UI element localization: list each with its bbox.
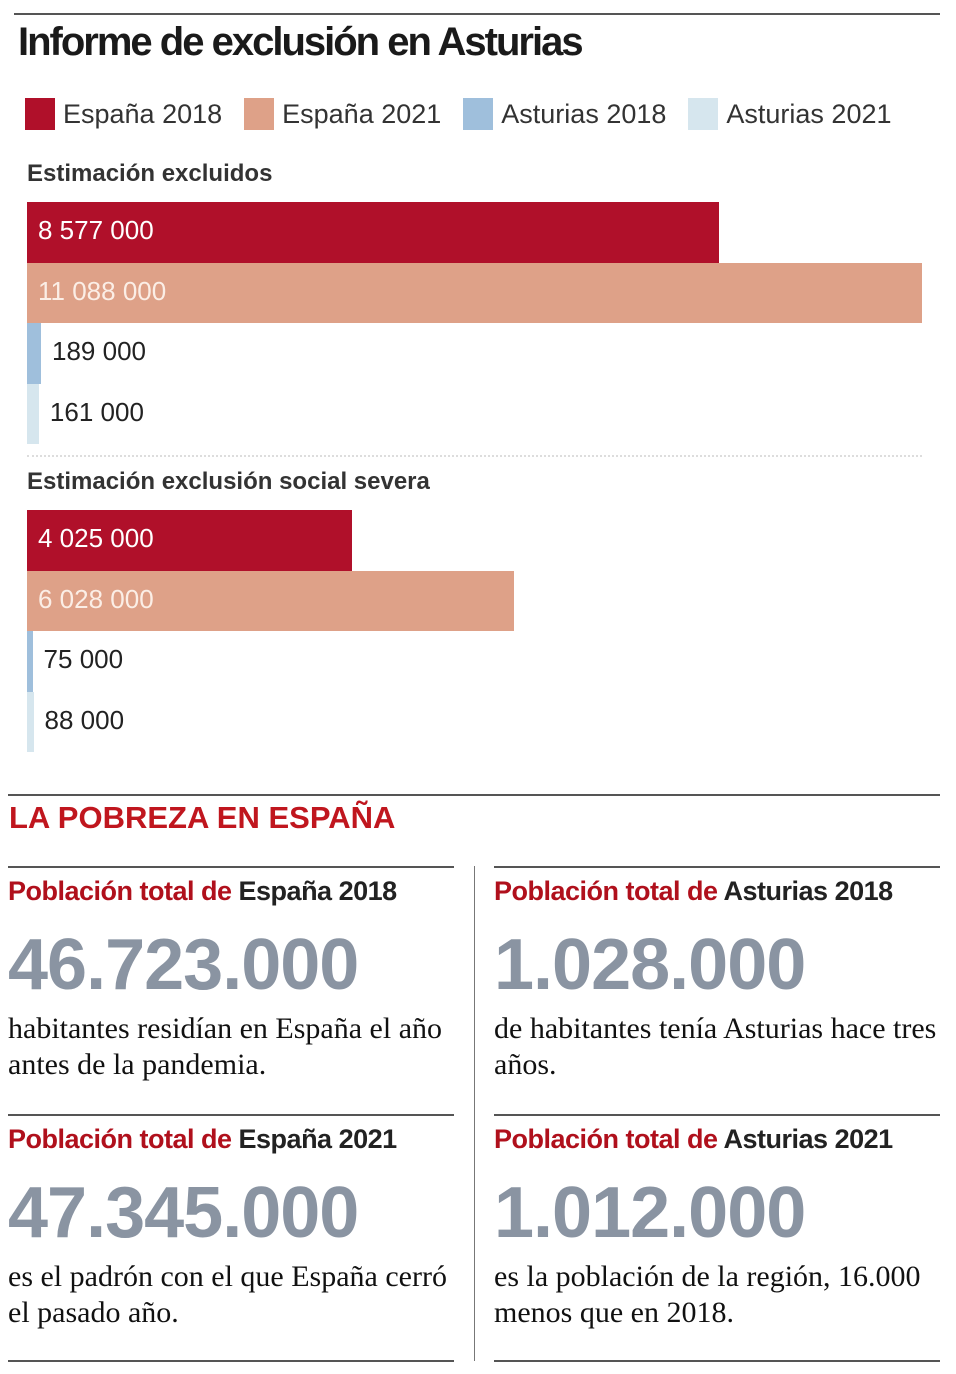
top-rule <box>14 13 940 15</box>
card-heading-subject: Asturias 2021 <box>723 1124 894 1154</box>
card-value: 47.345.000 <box>8 1173 359 1253</box>
bar-value-label: 88 000 <box>44 704 125 735</box>
card-description: es la población de la región, 16.000 men… <box>494 1260 921 1329</box>
bar <box>27 691 34 752</box>
card-value: 1.012.000 <box>494 1173 806 1253</box>
section-rule <box>8 794 940 796</box>
card-heading: Población total de España 2018 <box>8 876 454 907</box>
legend-label: Asturias 2018 <box>501 98 667 129</box>
stat-card: Población total de España 2018 46.723.00… <box>8 866 454 1083</box>
bar <box>27 262 922 323</box>
bar-value-label: 8 577 000 <box>38 215 154 245</box>
legend: España 2018 España 2021 Asturias 2018 As… <box>25 98 892 130</box>
card-description: de habitantes tenía Asturias hace tres a… <box>494 1012 937 1081</box>
legend-item: Asturias 2018 <box>463 98 666 130</box>
bar-value-label: 11 088 000 <box>38 275 167 306</box>
bar-value-label: 6 028 000 <box>38 583 154 614</box>
card-heading-prefix: Población total de <box>8 876 239 906</box>
legend-item: España 2018 <box>25 98 222 130</box>
bar <box>27 202 720 263</box>
stat-card: Población total de España 2021 47.345.00… <box>8 1114 454 1331</box>
bar <box>27 510 352 571</box>
card-heading: Población total de Asturias 2018 <box>494 876 940 907</box>
group-title: Estimación exclusión social severa <box>27 468 430 495</box>
bar-chart: Estimación excluidos 8 577 000 11 088 000 1… <box>27 160 922 752</box>
bottom-rule <box>494 1360 940 1362</box>
card-rule <box>494 1114 940 1116</box>
legend-item: España 2021 <box>244 98 441 130</box>
legend-swatch <box>463 98 494 130</box>
bar <box>27 323 41 384</box>
card-heading-prefix: Población total de <box>494 876 724 906</box>
legend-swatch <box>688 98 719 130</box>
section-title: LA POBREZA EN ESPAÑA <box>9 800 396 835</box>
legend-label: España 2021 <box>282 98 442 129</box>
bar-value-label: 189 000 <box>52 336 146 366</box>
stat-card: Población total de Asturias 2018 1.028.0… <box>494 866 940 1083</box>
card-heading: Población total de España 2021 <box>8 1124 454 1155</box>
bar-value-label: 4 025 000 <box>38 523 154 553</box>
card-heading-subject: España 2018 <box>238 876 398 906</box>
bar <box>27 631 33 692</box>
bar <box>27 383 39 444</box>
bar-value-label: 75 000 <box>43 644 124 674</box>
legend-swatch <box>25 98 55 130</box>
card-rule <box>8 866 454 868</box>
card-heading-subject: Asturias 2018 <box>723 876 894 906</box>
card-heading-prefix: Población total de <box>494 1124 724 1154</box>
card-rule <box>494 866 940 868</box>
card-heading: Población total de Asturias 2021 <box>494 1124 940 1155</box>
card-heading-prefix: Población total de <box>8 1124 239 1154</box>
legend-label: España 2018 <box>63 98 223 129</box>
column-divider <box>474 866 475 1361</box>
group-title: Estimación excluidos <box>27 160 273 187</box>
legend-label: Asturias 2021 <box>726 98 892 129</box>
stat-card: Población total de Asturias 2021 1.012.0… <box>494 1114 940 1331</box>
chart-title: Informe de exclusión en Asturias <box>18 20 584 64</box>
bottom-rule <box>8 1360 454 1362</box>
group-separator <box>27 455 922 457</box>
card-rule <box>8 1114 454 1116</box>
legend-swatch <box>244 98 275 130</box>
card-description: es el padrón con el que España cerró el … <box>8 1260 447 1329</box>
card-description: habitantes residían en España el año ant… <box>8 1012 443 1081</box>
card-value: 46.723.000 <box>8 925 359 1005</box>
bar-value-label: 161 000 <box>49 396 144 427</box>
card-value: 1.028.000 <box>494 925 806 1005</box>
legend-item: Asturias 2021 <box>688 98 892 130</box>
bar <box>27 570 514 631</box>
card-heading-subject: España 2021 <box>238 1124 398 1154</box>
